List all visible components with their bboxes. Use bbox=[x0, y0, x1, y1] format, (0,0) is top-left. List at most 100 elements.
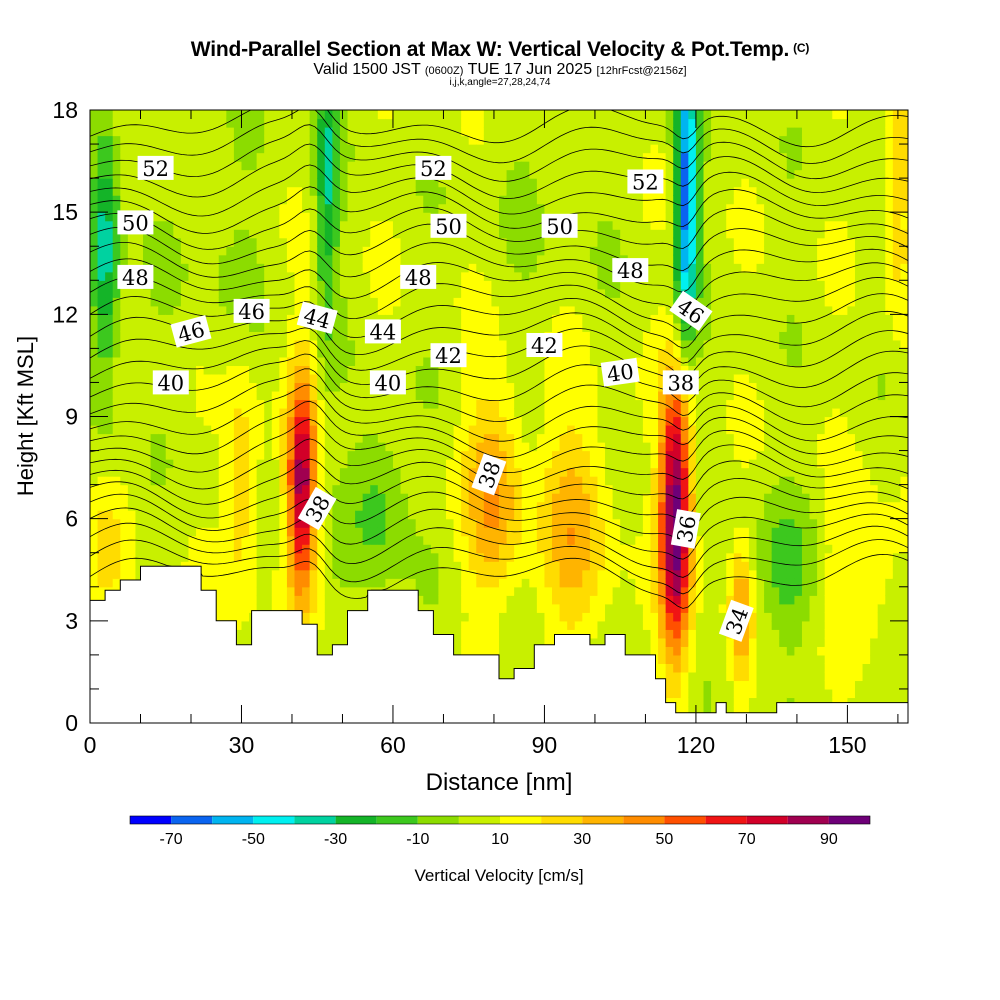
contour-label-text: 42 bbox=[435, 344, 462, 368]
theta-contour-line bbox=[90, 110, 908, 164]
theta-contour-line bbox=[90, 384, 908, 442]
colorbar: -70 -50 -30 -10 10 30 50 70 90 bbox=[129, 815, 871, 848]
grid-params: i,j,k,angle=27,28,24,74 bbox=[449, 77, 551, 88]
theta-contour-line bbox=[90, 327, 908, 378]
theta-contour-line bbox=[90, 110, 908, 148]
theta-contour-line bbox=[90, 242, 908, 293]
colorbar-swatch bbox=[541, 816, 583, 824]
theta-contour-line bbox=[90, 368, 908, 425]
x-tick-label: 60 bbox=[380, 732, 406, 758]
colorbar-tick-label: -30 bbox=[324, 831, 347, 848]
subtitle-valid: Valid 1500 JST bbox=[313, 61, 421, 78]
contour-label: 48 bbox=[117, 264, 154, 290]
colorbar-swatch bbox=[705, 816, 747, 824]
contour-label: 46 bbox=[233, 298, 270, 324]
colorbar-swatch bbox=[787, 816, 829, 824]
theta-contour-line bbox=[90, 400, 908, 459]
contour-label-text: 52 bbox=[420, 157, 447, 181]
contour-label: 50 bbox=[117, 210, 154, 235]
contour-label-text: 38 bbox=[667, 371, 694, 395]
theta-contour-line bbox=[90, 124, 908, 182]
y-tick-label: 15 bbox=[52, 199, 78, 225]
contour-label: 42 bbox=[430, 343, 467, 368]
contour-label: 48 bbox=[612, 258, 649, 283]
theta-contour-line bbox=[90, 293, 908, 349]
contour-label-text: 42 bbox=[531, 334, 558, 358]
theta-contour-line bbox=[90, 438, 908, 490]
contour-label-text: 50 bbox=[122, 211, 149, 235]
chart-subtitle: Valid 1500 JST (0600Z) TUE 17 Jun 2025 [… bbox=[0, 61, 1000, 79]
contour-label: 52 bbox=[137, 155, 174, 181]
theta-contour-line bbox=[90, 223, 908, 272]
y-tick-label: 3 bbox=[65, 608, 78, 634]
subtitle-date: TUE 17 Jun 2025 bbox=[467, 61, 593, 78]
contour-label-text: 48 bbox=[405, 266, 432, 290]
contour-label: 40 bbox=[369, 370, 406, 395]
colorbar-label: Vertical Velocity [cm/s] bbox=[414, 866, 583, 885]
theta-contour-line bbox=[90, 186, 908, 234]
colorbar-swatch bbox=[664, 816, 706, 824]
contour-label-text: 50 bbox=[546, 215, 573, 239]
theta-contour-line bbox=[90, 353, 908, 408]
y-axis-label: Height [Kft MSL] bbox=[13, 336, 38, 496]
contour-label: 50 bbox=[430, 213, 467, 239]
theta-contour-line bbox=[90, 164, 908, 217]
colorbar-frame bbox=[129, 815, 871, 825]
theta-contour-line bbox=[90, 458, 908, 505]
x-tick-label: 90 bbox=[532, 732, 558, 758]
colorbar-tick-label: 70 bbox=[738, 831, 756, 848]
colorbar-tick-label: 10 bbox=[491, 831, 509, 848]
contour-label: 52 bbox=[627, 169, 664, 195]
theta-contour-line bbox=[90, 276, 908, 332]
colorbar-swatch bbox=[746, 816, 788, 824]
contour-label-text: 46 bbox=[238, 300, 265, 324]
contour-label: 50 bbox=[541, 213, 578, 239]
colorbar-tick-label: -70 bbox=[160, 831, 183, 848]
y-tick-label: 9 bbox=[65, 404, 78, 430]
colorbar-swatch bbox=[294, 816, 336, 824]
x-tick-label: 30 bbox=[229, 732, 255, 758]
theta-contour-line bbox=[90, 507, 908, 560]
theta-contour-line bbox=[90, 310, 908, 364]
x-axis-label: Distance [nm] bbox=[426, 769, 573, 796]
contour-label: 38 bbox=[662, 370, 699, 395]
contour-label-text: 52 bbox=[142, 157, 169, 181]
theta-contour-line bbox=[90, 553, 908, 609]
theta-contour-line bbox=[90, 340, 908, 391]
y-tick-label: 6 bbox=[65, 506, 78, 532]
x-tick-label: 120 bbox=[677, 732, 715, 758]
colorbar-swatch bbox=[623, 816, 665, 824]
contour-label: 36 bbox=[670, 509, 701, 549]
y-tick-label: 0 bbox=[65, 710, 78, 736]
colorbar-tick-label: 30 bbox=[573, 831, 591, 848]
contour-label-text: 44 bbox=[370, 320, 397, 344]
colorbar-tick-label: -10 bbox=[406, 831, 429, 848]
theta-contour-line bbox=[90, 491, 908, 541]
chart-title: Wind-Parallel Section at Max W: Vertical… bbox=[0, 38, 1000, 62]
theta-contour-line bbox=[90, 143, 908, 199]
chart-title-mark: (C) bbox=[793, 41, 810, 55]
theta-contour-line bbox=[90, 522, 908, 578]
x-tick-label: 150 bbox=[828, 732, 866, 758]
y-tick-label: 12 bbox=[52, 301, 78, 327]
colorbar-swatch bbox=[130, 816, 172, 824]
terrain-profile bbox=[90, 565, 908, 723]
potential-temperature-contours bbox=[90, 110, 908, 609]
subtitle-forecast: [12hrFcst@2156z] bbox=[596, 65, 687, 77]
colorbar-swatch bbox=[335, 816, 377, 824]
contour-label-text: 48 bbox=[617, 259, 644, 283]
colorbar-swatch bbox=[417, 816, 459, 824]
theta-contour-line bbox=[90, 539, 908, 595]
contour-label: 44 bbox=[364, 319, 401, 344]
y-tick-label: 18 bbox=[52, 97, 78, 123]
contour-label-text: 52 bbox=[632, 171, 659, 195]
contour-label-text: 40 bbox=[157, 371, 184, 395]
chart-title-text: Wind-Parallel Section at Max W: Vertical… bbox=[190, 38, 790, 61]
colorbar-swatch bbox=[500, 816, 542, 824]
colorbar-tick-label: 50 bbox=[656, 831, 674, 848]
contour-label: 40 bbox=[152, 370, 189, 395]
contour-label: 40 bbox=[600, 357, 640, 387]
subtitle-zulu: (0600Z) bbox=[424, 65, 464, 77]
